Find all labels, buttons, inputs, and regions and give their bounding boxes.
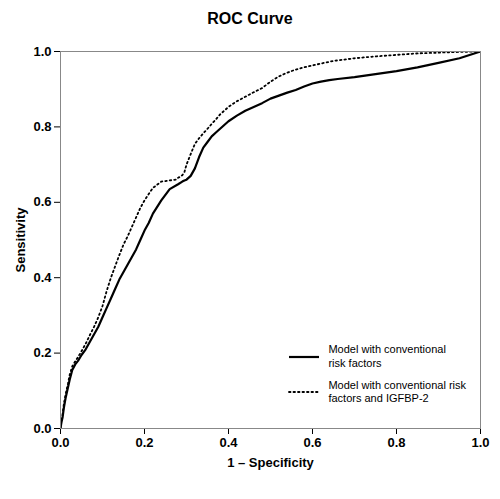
svg-text:0.6: 0.6 [33,194,51,209]
svg-text:0.8: 0.8 [387,435,405,450]
svg-text:0.2: 0.2 [135,435,153,450]
html-text:Model with conventional risk f: Model with conventional risk factors [328,343,446,369]
html-text:ROC Curve: ROC Curve [207,10,293,27]
svg-text:0.6: 0.6 [303,435,321,450]
svg-text:Sensitivity: Sensitivity [13,207,28,273]
svg-text:1 – Specificity: 1 – Specificity [227,455,314,470]
svg-text:0.2: 0.2 [33,345,51,360]
svg-text:0.4: 0.4 [219,435,238,450]
svg-text:0.4: 0.4 [33,270,52,285]
svg-text:0.8: 0.8 [33,119,51,134]
svg-text:1.0: 1.0 [33,44,51,59]
svg-text:0.0: 0.0 [33,421,51,436]
svg-text:0.0: 0.0 [51,435,69,450]
svg-text:1.0: 1.0 [471,435,489,450]
html-text:Model with conventional risk f: Model with conventional risk factors and… [328,378,466,405]
